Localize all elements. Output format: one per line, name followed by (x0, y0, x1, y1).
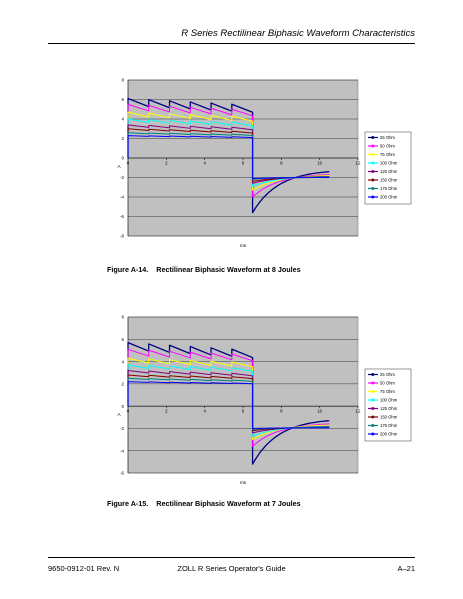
legend-marker-200-ohm (371, 432, 375, 436)
y-tick-label: 4 (122, 117, 125, 122)
legend-label-125-ohm: 125 Ohm (380, 406, 398, 411)
series-line-25-ohm (127, 341, 330, 465)
legend-label-150-ohm: 150 Ohm (380, 415, 398, 420)
x-tick-label: 8 (280, 161, 283, 166)
series-line-200-ohm (127, 135, 330, 179)
legend-marker-125-ohm (371, 407, 375, 410)
legend-label-200-ohm: 200 Ohm (380, 432, 398, 437)
figure-number: Figure A-15. (107, 499, 149, 508)
legend-marker-25-ohm (371, 136, 375, 139)
legend-label-50-ohm: 50 Ohm (380, 381, 395, 386)
y-tick-label: -4 (120, 195, 124, 200)
x-tick-label: 12 (356, 409, 361, 414)
x-tick-label: 6 (242, 161, 245, 166)
legend-label-25-ohm: 25 Ohm (380, 372, 395, 377)
x-tick-label: 0 (127, 161, 130, 166)
y-tick-label: -2 (120, 426, 124, 431)
legend-marker-50-ohm (371, 144, 375, 148)
figure-a14-caption: Figure A-14. Rectilinear Biphasic Wavefo… (107, 265, 301, 274)
legend-marker-125-ohm (371, 170, 375, 173)
legend-marker-175-ohm (371, 187, 375, 190)
series-line-50-ohm (127, 348, 330, 447)
legend (364, 368, 412, 442)
y-tick-label: -8 (120, 234, 124, 239)
y-axis-label: A (117, 164, 121, 169)
series-line-75-ohm (127, 357, 330, 441)
waveform-chart-7-joules: -6 -4 -2 0 2 4 6 8 0 2 4 6 8 10 12 Ams 25 Ohm 50 Ohm 75 Oh… (117, 315, 412, 485)
legend-label-175-ohm: 175 Ohm (380, 423, 398, 428)
legend-marker-50-ohm (371, 381, 375, 385)
legend-marker-100-ohm (371, 161, 375, 165)
series-line-25-ohm (127, 97, 330, 214)
y-axis-label: A (117, 412, 121, 417)
y-tick-label: 2 (122, 136, 125, 141)
x-tick-label: 8 (280, 409, 283, 414)
plot-area (127, 316, 359, 474)
figure-title: Rectilinear Biphasic Waveform at 8 Joule… (156, 265, 301, 274)
x-tick-label: 0 (127, 409, 130, 414)
x-axis-label: ms (240, 480, 247, 485)
legend-marker-75-ohm (371, 390, 375, 393)
y-tick-label: 8 (122, 315, 125, 320)
legend-label-100-ohm: 100 Ohm (380, 161, 398, 166)
legend-label-75-ohm: 75 Ohm (380, 389, 395, 394)
y-tick-label: 8 (122, 78, 125, 83)
y-tick-label: 4 (122, 359, 125, 364)
header-rule (48, 43, 415, 44)
series-line-200-ohm (127, 381, 330, 429)
x-tick-label: 4 (203, 409, 206, 414)
figure-title: Rectilinear Biphasic Waveform at 7 Joule… (156, 499, 301, 508)
y-tick-label: 6 (122, 337, 125, 342)
x-tick-label: 4 (203, 161, 206, 166)
y-tick-label: -4 (120, 448, 124, 453)
waveform-chart-8-joules: -8 -6 -4 -2 0 2 4 6 8 0 2 4 6 8 10 12 Ams 25 Ohm 50 Ohm 75 … (117, 78, 412, 248)
legend-label-175-ohm: 175 Ohm (380, 186, 398, 191)
legend-marker-25-ohm (371, 373, 375, 376)
y-tick-label: 0 (122, 156, 125, 161)
figure-a15-caption: Figure A-15. Rectilinear Biphasic Wavefo… (107, 499, 301, 508)
y-tick-label: -6 (120, 471, 124, 476)
legend-label-100-ohm: 100 Ohm (380, 398, 398, 403)
y-tick-label: -2 (120, 175, 124, 180)
guide-title: ZOLL R Series Operator's Guide (177, 564, 286, 573)
x-axis-label: ms (240, 243, 247, 248)
legend-label-25-ohm: 25 Ohm (380, 135, 395, 140)
legend (364, 131, 412, 205)
legend-marker-200-ohm (371, 195, 375, 199)
legend-marker-75-ohm (371, 153, 375, 156)
page-number: A–21 (397, 564, 415, 573)
footer-rule (48, 557, 415, 558)
x-tick-label: 2 (165, 409, 168, 414)
legend-label-150-ohm: 150 Ohm (380, 178, 398, 183)
y-tick-label: 2 (122, 382, 125, 387)
x-tick-label: 10 (317, 409, 322, 414)
legend-label-75-ohm: 75 Ohm (380, 152, 395, 157)
legend-marker-150-ohm (371, 178, 375, 182)
y-tick-label: -6 (120, 214, 124, 219)
legend-marker-100-ohm (371, 398, 375, 402)
x-tick-label: 2 (165, 161, 168, 166)
doc-number: 9650-0912-01 Rev. N (48, 564, 120, 573)
x-tick-label: 6 (242, 409, 245, 414)
legend-label-200-ohm: 200 Ohm (380, 195, 398, 200)
y-tick-label: 0 (122, 404, 125, 409)
running-header: R Series Rectilinear Biphasic Waveform C… (181, 28, 415, 39)
legend-label-50-ohm: 50 Ohm (380, 144, 395, 149)
legend-marker-175-ohm (371, 424, 375, 427)
x-tick-label: 10 (317, 161, 322, 166)
x-tick-label: 12 (356, 161, 361, 166)
y-tick-label: 6 (122, 97, 125, 102)
legend-label-125-ohm: 125 Ohm (380, 169, 398, 174)
figure-number: Figure A-14. (107, 265, 149, 274)
legend-marker-150-ohm (371, 415, 375, 419)
